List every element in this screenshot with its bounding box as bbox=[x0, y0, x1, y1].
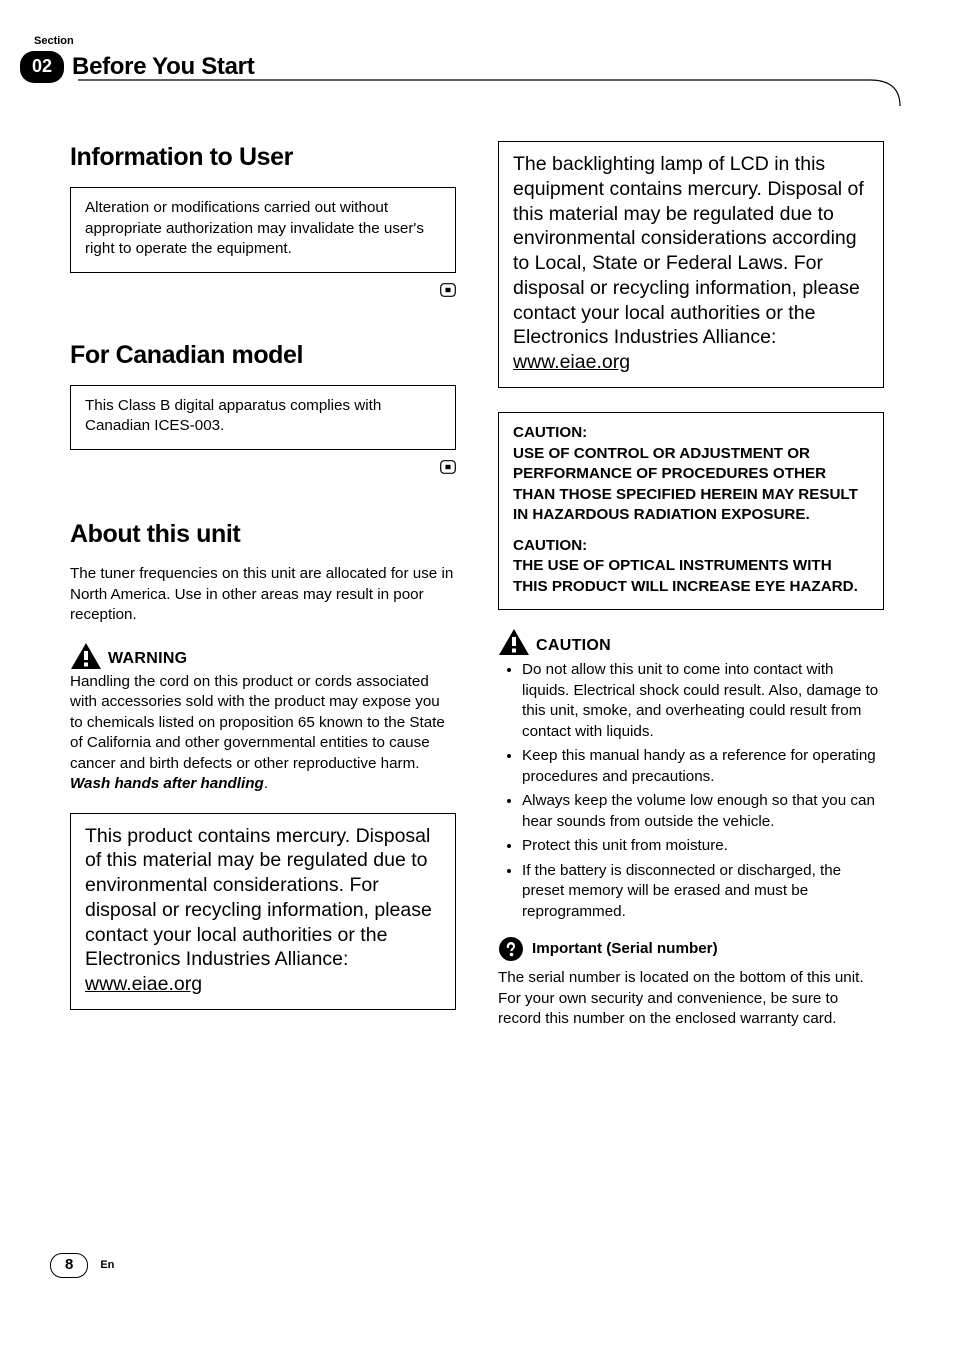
left-column: Information to User Alteration or modifi… bbox=[70, 141, 456, 1030]
heading-information-to-user: Information to User bbox=[70, 141, 456, 175]
list-item: Do not allow this unit to come into cont… bbox=[522, 660, 884, 742]
end-of-section-icon bbox=[70, 460, 456, 481]
canadian-text: This Class B digital apparatus complies … bbox=[85, 397, 381, 435]
important-heading-row: Important (Serial number) bbox=[498, 936, 884, 962]
info-to-user-text: Alteration or modifications carried out … bbox=[85, 199, 424, 257]
warning-dot: . bbox=[264, 775, 268, 792]
caution-heading-1: CAUTION: bbox=[513, 423, 869, 444]
warning-label: WARNING bbox=[108, 648, 187, 670]
list-item: Keep this manual handy as a reference fo… bbox=[522, 746, 884, 787]
caution-box: CAUTION: USE OF CONTROL OR ADJUSTMENT OR… bbox=[498, 412, 884, 610]
info-icon bbox=[498, 936, 524, 962]
mercury2-link[interactable]: www.eiae.org bbox=[513, 351, 630, 373]
important-paragraph: The serial number is located on the bott… bbox=[498, 968, 884, 1030]
list-item: Protect this unit from moisture. bbox=[522, 836, 884, 857]
mercury2-text: The backlighting lamp of LCD in this equ… bbox=[513, 153, 864, 348]
about-paragraph: The tuner frequencies on this unit are a… bbox=[70, 564, 456, 626]
section-title: Before You Start bbox=[72, 51, 254, 83]
mercury1-text: This product contains mercury. Disposal … bbox=[85, 825, 432, 971]
warning-heading-row: WARNING bbox=[70, 642, 456, 670]
section-label: Section bbox=[34, 34, 884, 49]
caution-icon bbox=[498, 628, 530, 656]
page-number: 8 bbox=[50, 1253, 88, 1278]
caution-heading-row: CAUTION bbox=[498, 628, 884, 656]
warning-text: Handling the cord on this product or cor… bbox=[70, 673, 445, 772]
warning-paragraph: Handling the cord on this product or cor… bbox=[70, 672, 456, 795]
end-of-section-icon bbox=[70, 283, 456, 304]
list-item: If the battery is disconnected or discha… bbox=[522, 861, 884, 923]
caution-text-1: USE OF CONTROL OR ADJUSTMENT OR PERFORMA… bbox=[513, 444, 869, 526]
caution-text-2: THE USE OF OPTICAL INSTRUMENTS WITH THIS… bbox=[513, 556, 869, 597]
language-label: En bbox=[100, 1258, 114, 1273]
caution-bullets: Do not allow this unit to come into cont… bbox=[498, 660, 884, 922]
mercury-box-1: This product contains mercury. Disposal … bbox=[70, 813, 456, 1010]
section-number-badge: 02 bbox=[20, 51, 64, 82]
list-item: Always keep the volume low enough so tha… bbox=[522, 791, 884, 832]
canadian-box: This Class B digital apparatus complies … bbox=[70, 385, 456, 450]
mercury-box-2: The backlighting lamp of LCD in this equ… bbox=[498, 141, 884, 388]
right-column: The backlighting lamp of LCD in this equ… bbox=[498, 141, 884, 1030]
heading-canadian-model: For Canadian model bbox=[70, 339, 456, 373]
important-heading: Important (Serial number) bbox=[532, 939, 718, 960]
warning-icon bbox=[70, 642, 102, 670]
mercury1-link[interactable]: www.eiae.org bbox=[85, 973, 202, 995]
caution-label: CAUTION bbox=[536, 635, 611, 657]
header-row: 02 Before You Start bbox=[20, 51, 884, 83]
info-to-user-box: Alteration or modifications carried out … bbox=[70, 187, 456, 273]
page-footer: 8 En bbox=[50, 1253, 114, 1278]
warning-emphasis: Wash hands after handling bbox=[70, 775, 264, 792]
heading-about-this-unit: About this unit bbox=[70, 518, 456, 552]
caution-heading-2: CAUTION: bbox=[513, 536, 869, 557]
